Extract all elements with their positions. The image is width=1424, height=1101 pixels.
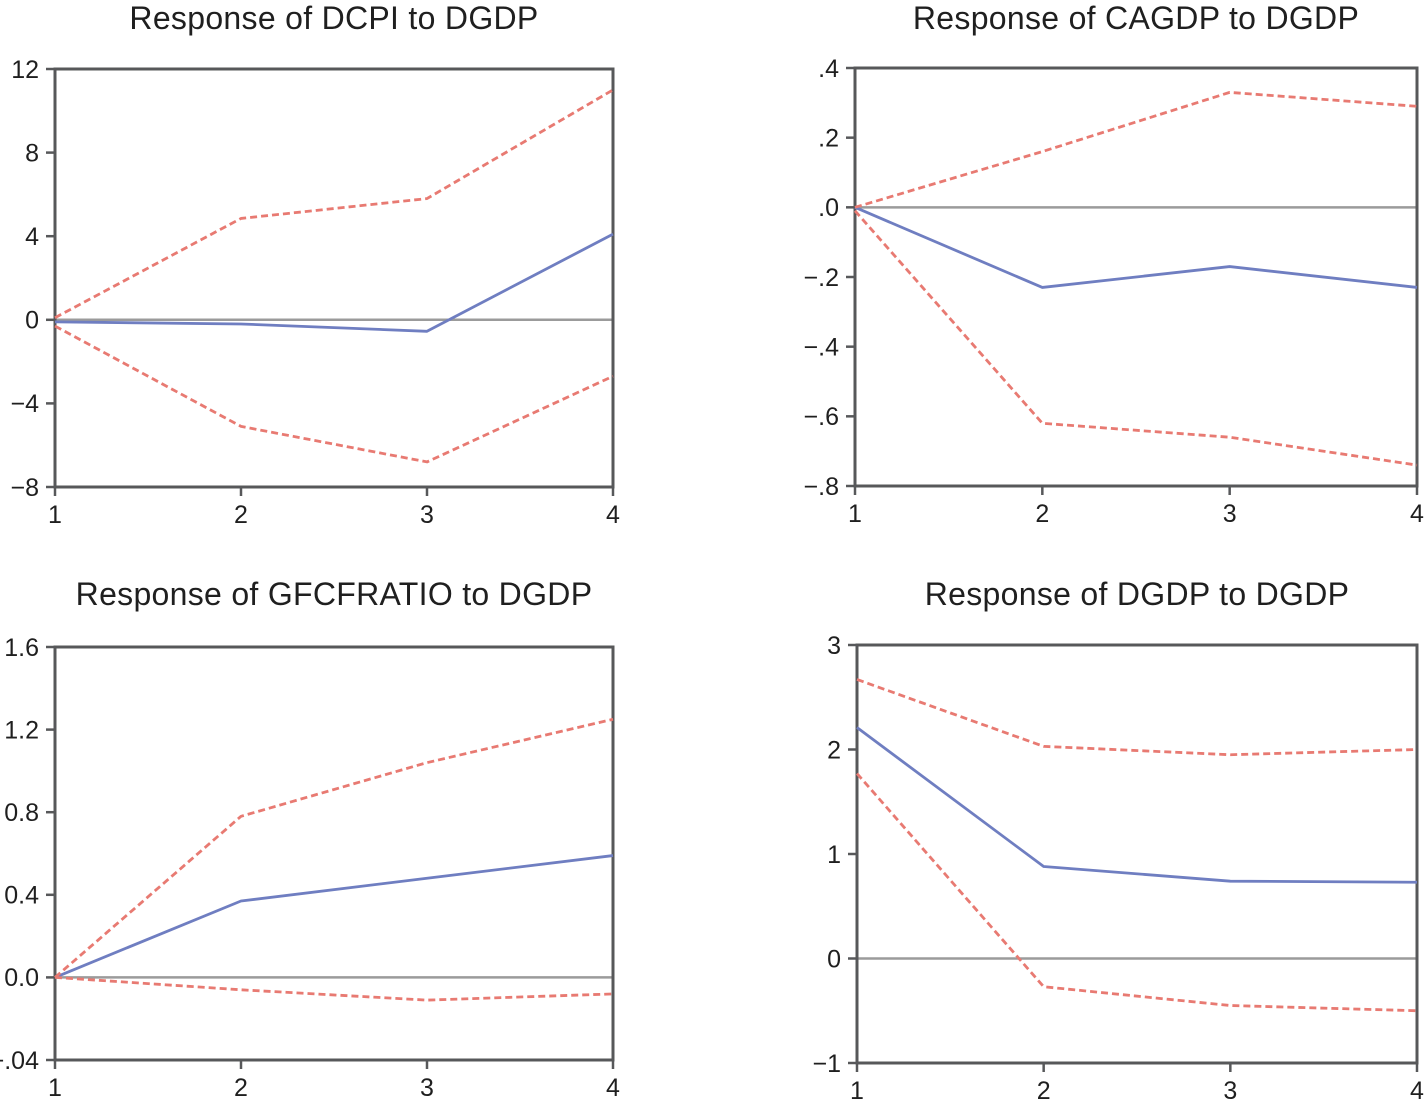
y-tick-label: −.4 [804,333,840,361]
y-tick-label: 0.0 [4,964,39,992]
y-tick-label: .4 [818,55,839,83]
x-tick-label: 3 [420,501,434,529]
response-line [54,854,614,979]
x-tick-label: 3 [420,1074,434,1101]
y-tick-label: 2 [827,736,841,764]
chart-response-gfcfratio: Response of GFCFRATIO to DGDP 1.6 1.2 0.8 0… [0,550,660,1101]
chart-title: Response of CAGDP to DGDP [912,0,1360,36]
x-tick-label: 2 [234,1074,248,1101]
y-tick-label: 12 [11,56,39,84]
lower-band-line [855,772,1418,1013]
upper-band-line [54,88,614,319]
x-tick-label: 4 [606,501,620,529]
plot-frame [855,643,1419,1065]
chart-response-cagdp: Response of CAGDP to DGDP .4 .2 .0 −.2 −.4 −.… [764,0,1424,550]
y-tick-label: 4 [25,223,39,251]
response-line [856,726,1418,884]
lower-band-line [54,976,614,1002]
x-tick-label: 4 [1410,500,1424,528]
y-tick-label: 0.4 [4,882,39,910]
y-tick-label: −8 [10,474,39,502]
plot-frame [53,67,615,489]
y-tick-label: −.6 [804,403,839,431]
y-tick-label: 0 [827,945,841,973]
y-tick-label: −.04 [0,1047,39,1075]
x-tick-label: 3 [1223,500,1237,528]
chart-title: Response of DGDP to DGDP [924,576,1350,612]
lower-band-line [853,209,1418,467]
x-tick-label: 4 [1410,1077,1424,1101]
x-tick-label: 1 [48,1074,62,1101]
y-tick-label: 0 [25,307,39,335]
x-tick-label: 1 [848,500,862,528]
chart-title: Response of DCPI to DGDP [129,0,539,36]
chart-title: Response of GFCFRATIO to DGDP [75,576,593,612]
y-tick-label: −1 [812,1050,841,1078]
y-tick-label: −4 [10,390,39,418]
y-tick-label: 1.6 [4,634,39,662]
chart-canvas: 1.6 1.2 0.8 0.4 0.0 −.04 1 2 3 4 [0,634,620,1101]
chart-canvas: .4 .2 .0 −.2 −.4 −.6 −.8 1 2 3 4 [804,55,1424,528]
x-tick-label: 1 [850,1077,864,1101]
x-tick-label: 3 [1223,1077,1237,1101]
lower-band-line [54,324,614,464]
y-tick-label: 0.8 [4,799,39,827]
plot-frame [53,645,615,1062]
upper-band-line [54,717,614,979]
y-tick-label: .0 [818,194,839,222]
x-tick-label: 1 [48,501,62,529]
chart-canvas: 3 2 1 0 −1 1 2 3 4 [812,632,1424,1101]
upper-band-line [854,90,1418,209]
y-tick-label: .2 [818,124,839,152]
x-tick-label: 2 [1035,500,1049,528]
response-line [54,232,614,333]
y-tick-label: −.2 [804,264,839,292]
y-tick-label: 8 [25,139,39,167]
chart-response-dgdp: Response of DGDP to DGDP 3 2 1 0 −1 1 2 3 4 [764,550,1424,1101]
y-tick-label: −.8 [804,473,839,501]
chart-response-dcpi: Response of DCPI to DGDP 12 8 4 0 −4 −8 1 2 3 4 [0,0,660,550]
x-tick-label: 4 [606,1074,620,1101]
upper-band-line [856,678,1418,757]
y-tick-label: 1.2 [4,716,39,744]
x-tick-label: 2 [1037,1077,1051,1101]
response-line [854,206,1418,289]
x-tick-label: 2 [234,501,248,529]
y-tick-label: 3 [827,632,841,660]
y-tick-label: 1 [827,841,841,869]
